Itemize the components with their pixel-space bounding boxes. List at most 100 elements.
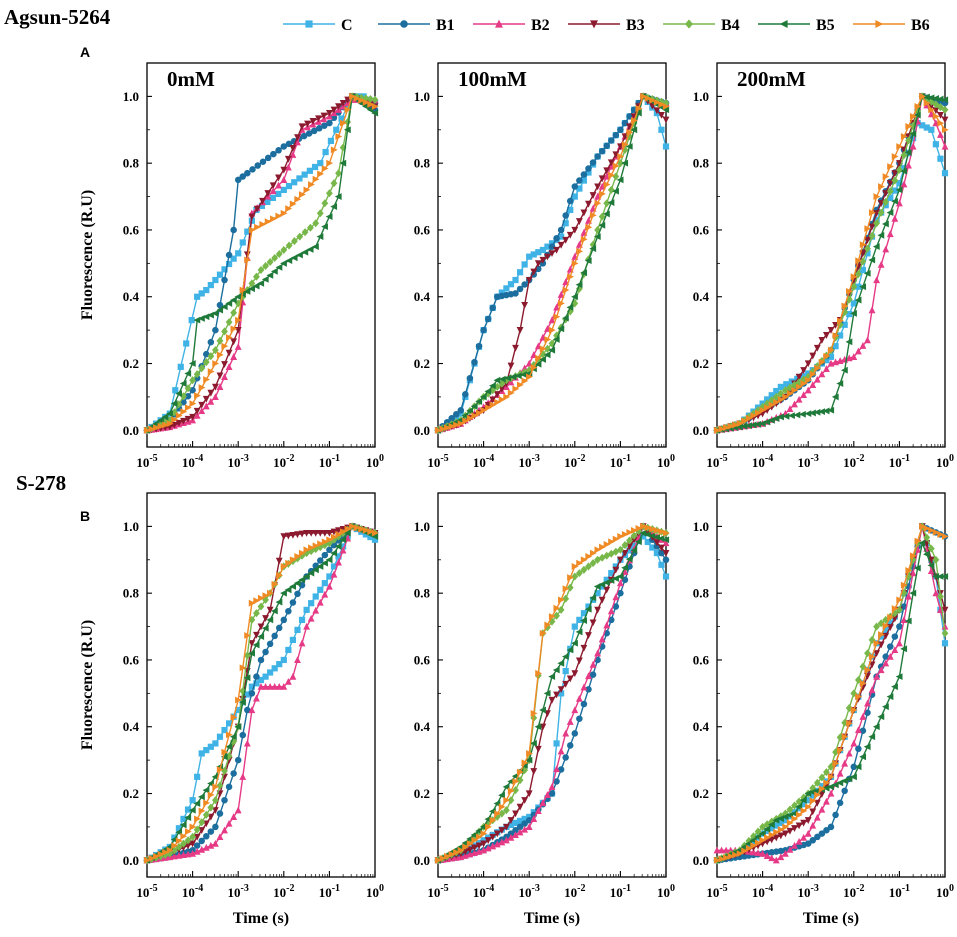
data-point (202, 810, 210, 819)
data-point (832, 748, 839, 757)
data-point (741, 847, 749, 855)
data-point (653, 107, 661, 115)
data-point (321, 223, 328, 231)
data-point (887, 613, 894, 621)
data-point (162, 421, 169, 429)
data-point (553, 331, 560, 340)
data-point (864, 236, 871, 244)
y-tick-label: 0.8 (123, 586, 140, 601)
data-point (343, 126, 351, 134)
data-point (617, 532, 625, 540)
data-point (322, 148, 329, 156)
data-point (777, 383, 784, 390)
data-point (521, 377, 529, 385)
x-tick-label: 10-5 (427, 883, 448, 900)
data-point (648, 532, 656, 540)
data-point (607, 159, 615, 167)
data-point (180, 839, 187, 848)
data-point (516, 381, 524, 389)
data-point (480, 326, 487, 334)
data-point (225, 363, 233, 370)
data-point (813, 408, 821, 416)
data-point (326, 159, 334, 167)
data-point (877, 713, 885, 721)
data-point (294, 656, 301, 664)
data-point (562, 667, 569, 675)
data-point (566, 197, 574, 205)
data-point (475, 398, 483, 405)
x-tick-label: 10-1 (610, 453, 631, 470)
data-point (189, 797, 196, 804)
data-point (335, 133, 343, 140)
data-point (298, 639, 306, 647)
data-point (216, 306, 224, 314)
data-point (462, 417, 470, 425)
data-point (562, 729, 570, 737)
data-point (580, 610, 588, 617)
data-point (827, 353, 835, 360)
legend-label-b6: B6 (911, 17, 930, 34)
data-point (791, 815, 799, 823)
data-point (317, 170, 324, 178)
x-tick-label: 10-1 (319, 883, 340, 900)
data-point (873, 672, 881, 680)
data-point (589, 596, 597, 603)
y-tick-label: 0.6 (123, 652, 140, 667)
series-b6 (143, 522, 379, 864)
data-point (220, 303, 228, 311)
data-point (886, 652, 894, 660)
data-point (280, 563, 288, 570)
data-point (818, 337, 826, 344)
data-point (349, 522, 356, 530)
data-point (362, 98, 370, 106)
x-tick-label: 10-3 (228, 883, 249, 900)
data-point (285, 646, 292, 654)
data-point (367, 528, 375, 536)
data-point (598, 221, 606, 229)
data-point (225, 819, 233, 827)
data-point (553, 765, 560, 773)
data-point (309, 118, 317, 125)
data-point (202, 358, 210, 367)
legend-item-b3: B3 (568, 17, 645, 34)
data-point (261, 275, 269, 283)
data-point (831, 781, 839, 789)
data-point (248, 213, 256, 221)
legend-marker-b6 (875, 20, 884, 28)
data-point (846, 311, 853, 318)
legend-marker-b2 (495, 19, 503, 28)
legend-item-b1: B1 (378, 17, 455, 34)
data-point (653, 98, 661, 106)
data-point (198, 807, 206, 815)
data-point (621, 119, 629, 127)
data-point (557, 226, 565, 234)
data-point (653, 550, 660, 557)
data-point (882, 659, 890, 667)
data-point (809, 788, 816, 796)
data-point (312, 243, 319, 251)
data-point (872, 243, 880, 251)
data-point (362, 94, 370, 103)
data-point (840, 366, 848, 374)
data-point (264, 218, 272, 226)
data-point (535, 354, 543, 362)
data-point (557, 686, 565, 694)
data-point (823, 768, 830, 777)
data-point (230, 713, 238, 721)
data-point (172, 387, 179, 394)
data-point (580, 269, 588, 277)
data-point (658, 111, 665, 119)
data-point (539, 629, 547, 637)
data-point (301, 228, 309, 237)
data-point (777, 413, 784, 421)
x-tick-label: 10-4 (473, 883, 494, 900)
data-point (325, 189, 333, 198)
data-point (198, 364, 206, 373)
data-point (189, 376, 197, 385)
data-point (562, 754, 569, 761)
data-point (777, 396, 785, 403)
data-point (280, 616, 288, 624)
data-point (298, 549, 306, 557)
data-point (194, 773, 201, 780)
